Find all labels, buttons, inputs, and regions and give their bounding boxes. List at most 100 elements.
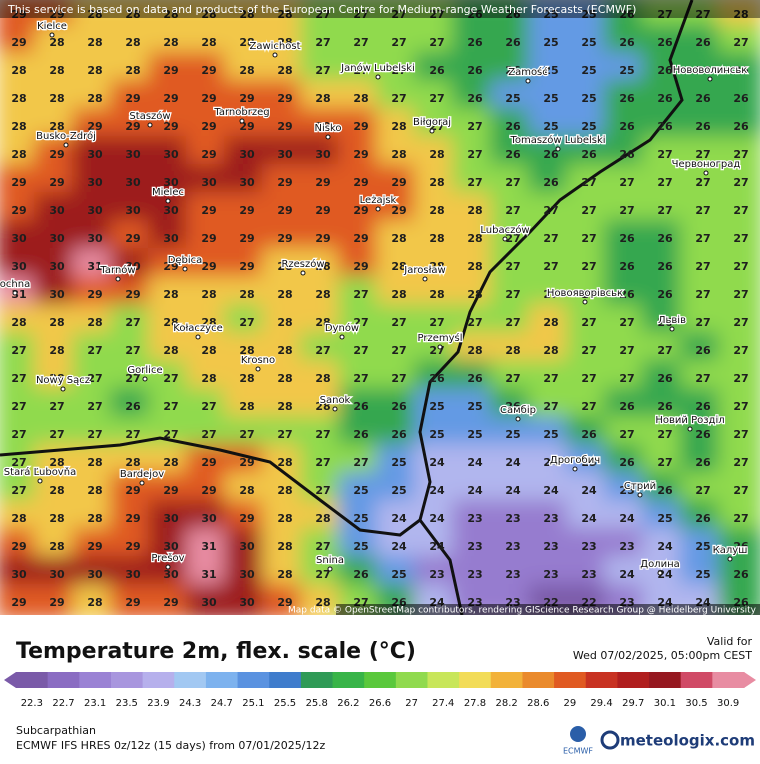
scale-tick-label: 24.3 — [179, 698, 201, 709]
city-dot — [687, 426, 693, 432]
temperature-value: 26 — [505, 64, 521, 77]
temperature-value: 30 — [163, 148, 179, 161]
city-dot — [707, 76, 713, 82]
temperature-value: 28 — [315, 288, 330, 301]
temperature-value: 24 — [467, 484, 483, 497]
temperature-value: 27 — [391, 8, 406, 21]
borders — [0, 0, 694, 616]
city-label: Дрогобич — [550, 455, 600, 466]
temperature-value: 27 — [467, 176, 482, 189]
temperature-value: 28 — [87, 92, 102, 105]
temperature-value: 28 — [87, 8, 102, 21]
temperature-value: 27 — [429, 316, 444, 329]
temperature-value: 28 — [277, 512, 292, 525]
temperature-value: 30 — [125, 204, 141, 217]
temperature-value: 27 — [11, 484, 26, 497]
scale-tick-label: 29 — [564, 698, 577, 709]
temperature-value: 26 — [467, 8, 483, 21]
city-label: Snina — [316, 555, 344, 566]
city-dot — [525, 78, 531, 84]
temperature-value: 26 — [657, 92, 673, 105]
city-label: Стрий — [624, 481, 656, 492]
temperature-value: 28 — [391, 120, 406, 133]
temperature-value: 30 — [125, 176, 141, 189]
temperature-value: 30 — [87, 148, 103, 161]
city-label: Нововолинськ — [673, 65, 748, 76]
temperature-value: 29 — [315, 176, 330, 189]
temperature-value: 25 — [467, 428, 482, 441]
temperature-value: 28 — [49, 512, 64, 525]
scale-tick-label: 28.6 — [527, 698, 549, 709]
temperature-value: 26 — [543, 148, 559, 161]
temperature-value: 27 — [163, 428, 178, 441]
temperature-value: 29 — [201, 120, 216, 133]
temperature-value: 24 — [429, 540, 445, 553]
temperature-value: 28 — [125, 64, 140, 77]
temperature-value: 27 — [49, 428, 64, 441]
temperature-value: 26 — [619, 36, 635, 49]
temperature-value: 27 — [201, 428, 216, 441]
temperature-value: 27 — [543, 260, 558, 273]
temperature-value: 28 — [163, 456, 178, 469]
temperature-value: 29 — [201, 232, 216, 245]
temperature-value: 26 — [695, 64, 711, 77]
city-label: Rzeszów — [281, 258, 324, 270]
temperature-value: 28 — [543, 344, 558, 357]
attribution: Map data © OpenStreetMap contributors, r… — [288, 606, 757, 616]
temperature-value: 29 — [353, 148, 368, 161]
temperature-value: 29 — [239, 120, 254, 133]
temperature-value: 27 — [733, 484, 748, 497]
temperature-value: 27 — [277, 428, 292, 441]
city-label: Nisko — [314, 123, 341, 134]
temperature-value: 29 — [391, 176, 406, 189]
temperature-value: 28 — [543, 316, 558, 329]
temperature-value: 28 — [11, 148, 26, 161]
temperature-value: 28 — [429, 176, 444, 189]
temperature-value: 28 — [163, 8, 178, 21]
temperature-value: 28 — [277, 540, 292, 553]
temperature-value: 28 — [11, 64, 26, 77]
city-dot — [437, 344, 443, 350]
city-label: Biłgoraj — [413, 117, 451, 128]
scale-swatch — [364, 672, 397, 688]
temperature-value: 28 — [277, 456, 292, 469]
temperature-value: 26 — [695, 512, 711, 525]
temperature-value: 23 — [543, 540, 558, 553]
scale-tick-label: 30.1 — [654, 698, 676, 709]
temperature-value: 26 — [429, 372, 445, 385]
temperature-value: 26 — [733, 64, 749, 77]
temperature-value: 27 — [315, 344, 330, 357]
temperature-value: 27 — [581, 316, 596, 329]
temperature-value: 27 — [695, 288, 710, 301]
temperature-value: 28 — [429, 288, 444, 301]
temperature-value: 28 — [429, 204, 444, 217]
temperature-value: 27 — [733, 232, 748, 245]
temperature-value: 28 — [315, 596, 330, 609]
scale-tick-label: 24.7 — [211, 698, 233, 709]
scale-swatch — [237, 672, 270, 688]
temperature-value: 27 — [201, 400, 216, 413]
temperature-value: 28 — [49, 344, 64, 357]
temperature-value: 27 — [733, 316, 748, 329]
temperature-value: 27 — [581, 176, 596, 189]
temperature-value: 27 — [695, 8, 710, 21]
scale-tick-label: 23.1 — [84, 698, 106, 709]
temperature-value: 30 — [87, 204, 103, 217]
scale-tick-label: 23.5 — [116, 698, 138, 709]
scale-swatch — [554, 672, 587, 688]
temperature-value: 27 — [239, 316, 254, 329]
temperature-value: 26 — [543, 176, 559, 189]
city-dot — [165, 564, 171, 570]
ecmwf-icon — [570, 726, 586, 742]
temperature-value: 29 — [11, 8, 26, 21]
temperature-value: 28 — [467, 288, 482, 301]
valid-time: Wed 07/02/2025, 05:00pm CEST — [573, 649, 752, 662]
temperature-value: 28 — [315, 372, 330, 385]
temperature-value: 26 — [391, 400, 407, 413]
temperature-value: 26 — [733, 92, 749, 105]
city-labels: Kielce Zawichost Janów Lubelski Zamość Новов… — [0, 20, 749, 576]
temperature-value: 27 — [315, 428, 330, 441]
temperature-value: 23 — [505, 568, 520, 581]
temperature-value: 27 — [11, 456, 26, 469]
temperature-value: 27 — [391, 64, 406, 77]
